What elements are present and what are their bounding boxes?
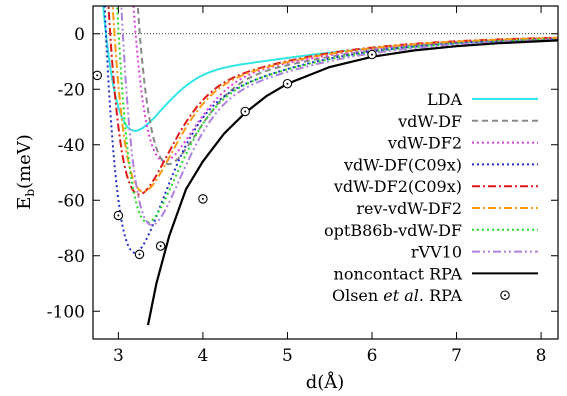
data-point-olsen-et-al-rpa [155, 241, 166, 251]
x-tick-label: 4 [197, 346, 208, 366]
series-line-noncontact-rpa [146, 39, 558, 326]
y-axis-title-unit: (meV) [14, 134, 35, 189]
legend-label: vdW-DF2(C09x) [333, 177, 462, 196]
series-line-vdw-df [136, 6, 558, 166]
legend-label: vdW-DF(C09x) [343, 155, 462, 174]
series-line-vdw-df-c09x [103, 6, 558, 255]
series-line-rev-vdw-df2 [111, 6, 558, 193]
legend-item-rvv10: rVV10 [411, 243, 538, 262]
legend-label: optB86b-vdW-DF [324, 221, 462, 240]
legend-label: Olsen et al. RPA [332, 286, 462, 305]
data-point-olsen-et-al-rpa [92, 70, 102, 81]
data-point-olsen-et-al-rpa [198, 194, 208, 204]
legend-item-rev-vdw-df2: rev-vdW-DF2 [356, 199, 538, 218]
y-tick-label: -80 [58, 247, 85, 267]
series-line-vdw-df2 [132, 6, 558, 163]
legend-item-optb86b-vdw-df: optB86b-vdW-DF [324, 221, 538, 240]
legend: LDA vdW-DF vdW-DF2 vdW-DF(C09x) vdW-DF2(C09x… [324, 90, 538, 305]
legend-item-vdw-df2-c09x: vdW-DF2(C09x) [333, 177, 538, 196]
data-point-olsen-et-al-rpa [240, 106, 250, 117]
x-tick-label: 5 [282, 346, 293, 366]
data-point-olsen-et-al-rpa [367, 49, 377, 60]
y-tick-label: -100 [47, 302, 85, 322]
x-tick-label: 8 [536, 346, 547, 366]
legend-label: vdW-DF2 [387, 134, 462, 153]
legend-item-noncontact-rpa: noncontact RPA [334, 264, 538, 283]
series-line-vdw-df2-c09x [107, 6, 558, 196]
series-layer [102, 6, 558, 326]
legend-label: LDA [427, 90, 462, 109]
y-axis-title: Eb(meV) [14, 134, 37, 210]
legend-label: rev-vdW-DF2 [356, 199, 462, 218]
tick-layer: 3 4 5 6 7 8 0 -20 -40 -60 -80 -100 [47, 6, 558, 366]
series-line-lda [102, 6, 558, 132]
legend-item-vdw-df-c09x: vdW-DF(C09x) [343, 155, 538, 174]
x-tick-label: 3 [113, 346, 124, 366]
legend-item-vdw-df2: vdW-DF2 [387, 134, 538, 153]
legend-item-olsen-et-al-rpa: Olsen et al. RPA [332, 286, 510, 305]
data-point-olsen-et-al-rpa [134, 249, 145, 260]
legend-label: rVV10 [411, 243, 462, 262]
marker-layer [92, 49, 377, 260]
data-point-olsen-et-al-rpa [113, 210, 124, 221]
x-tick-label: 7 [451, 346, 462, 366]
legend-item-lda: LDA [427, 90, 538, 109]
y-tick-label: -60 [58, 191, 85, 211]
legend-label: noncontact RPA [334, 264, 463, 283]
y-axis-title-subscript: b [23, 189, 37, 197]
y-tick-label: -20 [58, 80, 85, 100]
plot-frame [92, 5, 559, 340]
data-point-olsen-et-al-rpa [282, 78, 293, 89]
x-axis-title: d(Å) [306, 371, 345, 393]
legend-item-vdw-df: vdW-DF [397, 112, 538, 131]
y-tick-label: -40 [58, 136, 85, 156]
y-axis-title-main: E [14, 197, 35, 210]
x-tick-label: 6 [367, 346, 378, 366]
legend-label: vdW-DF [397, 112, 462, 131]
y-tick-label: 0 [74, 25, 85, 45]
